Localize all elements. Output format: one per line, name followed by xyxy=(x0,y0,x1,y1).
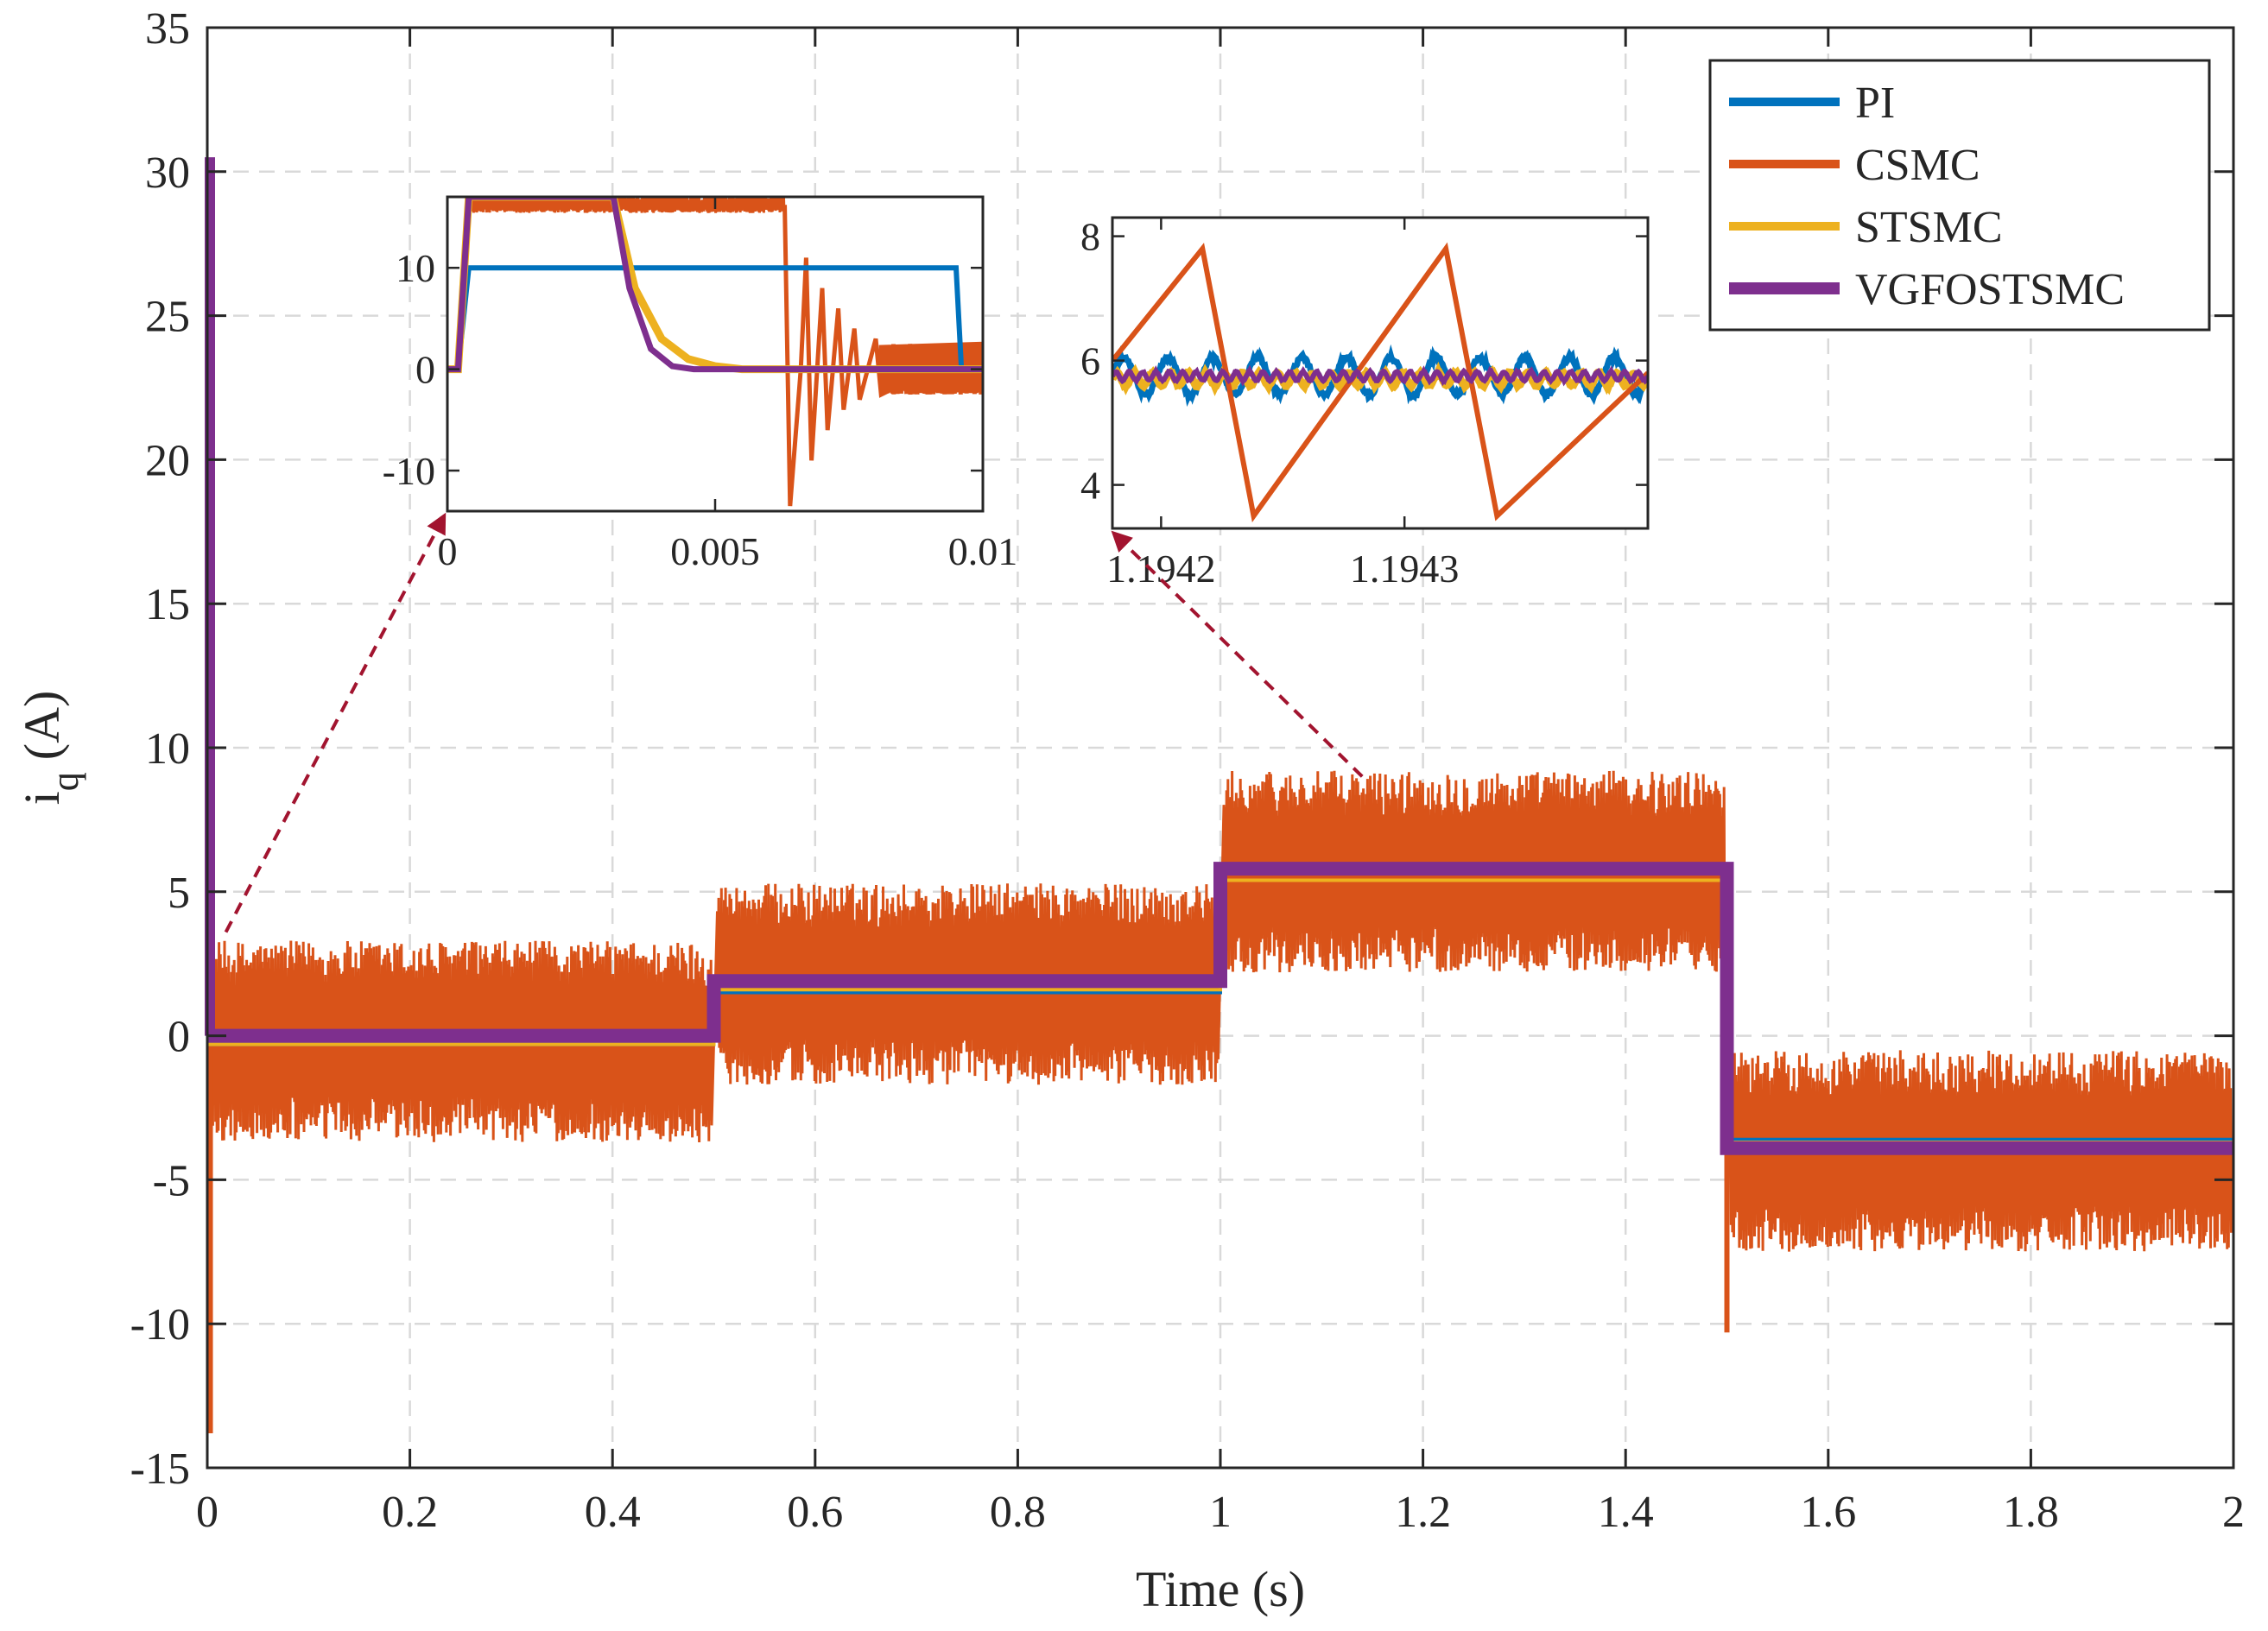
arrow-to-steady-inset xyxy=(1111,530,1364,778)
inset-series-CSMC xyxy=(447,205,983,507)
axis-ticks: 0 0.2 0.4 0.6 0.8 1 1.2 1.4 1.6 1.8 2 -15 -10 -5 0 5 10 1… xyxy=(130,4,2245,1537)
inset-x-tick-label: 0.01 xyxy=(948,529,1018,573)
y-tick-label: 35 xyxy=(145,4,190,54)
inset-series-CSMC-chatter xyxy=(467,197,786,213)
legend-label-PI: PI xyxy=(1855,79,1895,128)
inset-lines xyxy=(1112,242,1648,523)
x-tick-label: 0.2 xyxy=(382,1488,438,1537)
x-tick-label: 0.8 xyxy=(990,1488,1046,1537)
legend: PI CSMC STSMC VGFOSTSMC xyxy=(1708,59,2211,332)
inset-y-tick-label: -10 xyxy=(383,449,435,493)
inset-x-tick-label: 0 xyxy=(438,529,458,573)
y-axis-label: iq (A) xyxy=(14,691,86,806)
legend-label-VGFOSTSMC: VGFOSTSMC xyxy=(1855,265,2125,314)
y-tick-label: 25 xyxy=(145,293,190,342)
y-axis-label-main: i xyxy=(14,791,70,805)
y-tick-label: -15 xyxy=(130,1445,190,1494)
x-tick-label: 1.2 xyxy=(1395,1488,1451,1537)
zoom-arrows xyxy=(224,512,1364,933)
inset-x-tick-label: 1.1942 xyxy=(1106,547,1216,591)
legend-label-STSMC: STSMC xyxy=(1855,203,2003,252)
inset-y-tick-label: 6 xyxy=(1080,339,1100,383)
x-tick-label: 1.4 xyxy=(1598,1488,1654,1537)
x-tick-label: 1 xyxy=(1209,1488,1232,1537)
x-tick-label: 2 xyxy=(2222,1488,2245,1537)
y-tick-label: 10 xyxy=(145,724,190,774)
series-VGFOSTSMC xyxy=(207,862,2233,1155)
inset-series-VGFOSTSMC xyxy=(447,197,983,373)
legend-label-CSMC: CSMC xyxy=(1855,141,1980,190)
x-axis-label: Time (s) xyxy=(1136,1561,1305,1617)
inset-x-tick-label: 1.1943 xyxy=(1350,547,1460,591)
inset-y-tick-label: 0 xyxy=(415,348,435,392)
inset-y-tick-label: 10 xyxy=(396,246,435,290)
y-tick-label: 0 xyxy=(168,1013,190,1062)
x-tick-label: 0.6 xyxy=(787,1488,843,1537)
x-tick-label: 1.8 xyxy=(2003,1488,2059,1537)
inset-y-tick-label: 8 xyxy=(1080,215,1100,259)
y-axis-label-unit: (A) xyxy=(14,691,70,761)
inset-lines xyxy=(447,197,983,507)
x-tick-label: 1.6 xyxy=(1800,1488,1856,1537)
inset-box xyxy=(1111,216,1650,530)
y-tick-label: -5 xyxy=(153,1156,190,1205)
y-axis-label-sub: q xyxy=(44,772,86,791)
inset-x-tick-label: 0.005 xyxy=(670,529,760,573)
arrow-to-startup-inset xyxy=(224,512,447,933)
inset2-series-VGFOSTSMC xyxy=(1112,364,1648,387)
x-tick-label: 0.4 xyxy=(585,1488,641,1537)
y-tick-label: 5 xyxy=(168,869,190,918)
inset-y-tick-label: 4 xyxy=(1080,464,1100,508)
y-tick-label: -10 xyxy=(130,1300,190,1350)
y-tick-label: 20 xyxy=(145,436,190,485)
y-tick-label: 15 xyxy=(145,580,190,629)
inset-steady-state-zoom: 1.1942 1.1943 4 6 8 xyxy=(1080,215,1650,591)
y-tick-label: 30 xyxy=(145,149,190,198)
x-tick-label: 0 xyxy=(196,1488,219,1537)
